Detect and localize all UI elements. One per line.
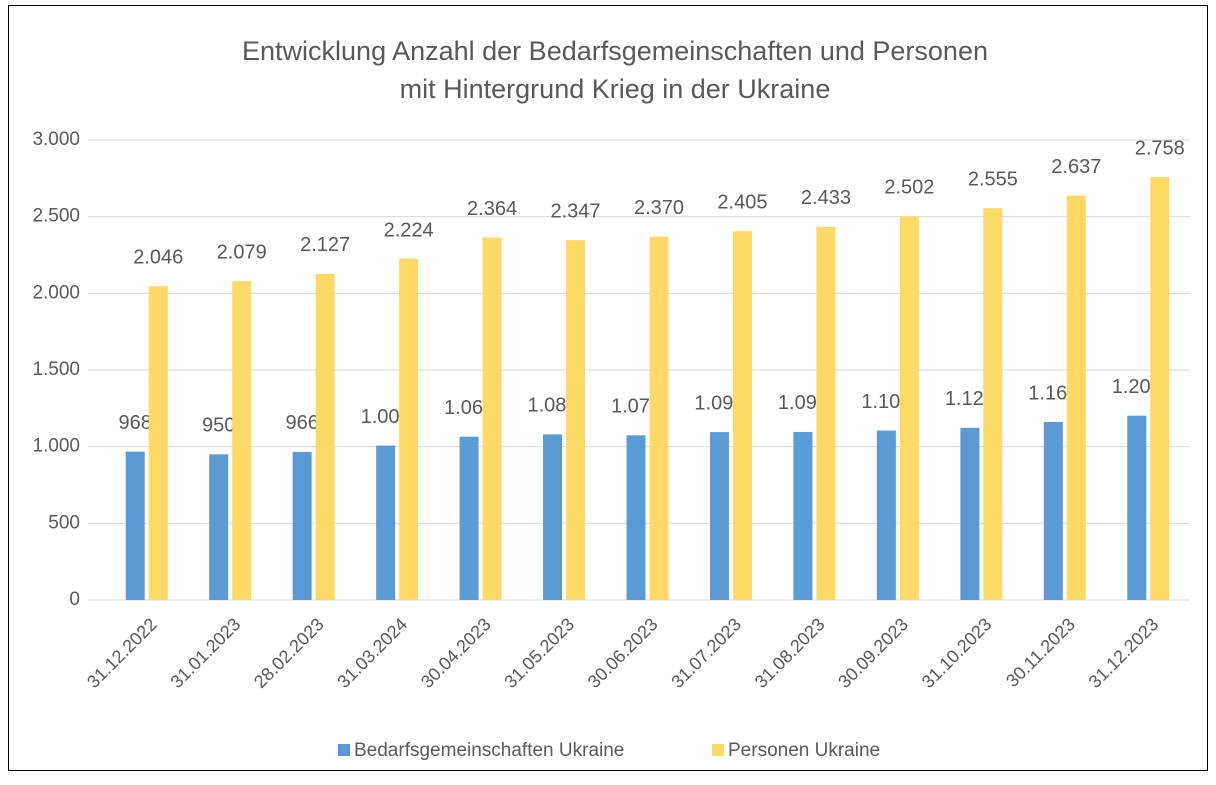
value-label: 1.007 — [361, 406, 411, 428]
x-tick-label: 31.08.2023 — [751, 614, 829, 692]
bar — [876, 430, 896, 600]
chart-border — [8, 5, 1208, 771]
value-label: 2.347 — [551, 200, 601, 222]
value-label: 1.105 — [861, 391, 911, 413]
bar — [709, 432, 729, 600]
value-label: 2.637 — [1051, 156, 1101, 178]
bar — [148, 286, 168, 600]
x-tick-label: 31.07.2023 — [667, 614, 745, 692]
bar — [732, 231, 752, 600]
value-label: 2.127 — [300, 234, 350, 256]
y-tick-label: 2.000 — [32, 282, 80, 303]
bar — [899, 216, 919, 601]
value-label: 2.433 — [801, 187, 851, 209]
value-label: 968 — [119, 412, 152, 434]
chart-title: mit Hintergrund Krieg in der Ukraine — [400, 74, 831, 104]
bar — [459, 436, 479, 600]
y-tick-label: 3.000 — [32, 129, 80, 150]
bar — [793, 431, 813, 600]
value-label: 1.161 — [1028, 382, 1078, 404]
bar — [960, 427, 980, 600]
value-label: 2.502 — [884, 177, 934, 199]
legend-label: Bedarfsgemeinschaften Ukraine — [354, 740, 624, 761]
bar — [125, 451, 145, 600]
bar — [543, 434, 563, 600]
x-tick-label: 30.11.2023 — [1002, 614, 1079, 691]
bar — [399, 258, 419, 600]
value-label: 2.555 — [968, 169, 1018, 191]
value-label: 2.370 — [634, 197, 684, 219]
legend-swatch — [712, 744, 724, 756]
value-label: 1.080 — [528, 395, 578, 417]
bar — [292, 451, 312, 600]
bar — [626, 435, 646, 600]
bar — [209, 454, 229, 600]
x-tick-label: 31.01.2023 — [167, 614, 245, 692]
value-label: 2.364 — [467, 198, 517, 220]
bar — [649, 236, 669, 600]
chart-title: Entwicklung Anzahl der Bedarfsgemeinscha… — [242, 36, 988, 66]
bar — [816, 226, 836, 600]
x-tick-label: 30.09.2023 — [834, 614, 912, 692]
bar — [315, 273, 335, 600]
value-label: 1.202 — [1112, 376, 1162, 398]
bar — [376, 445, 396, 600]
value-label: 2.758 — [1135, 137, 1185, 159]
y-tick-label: 1.000 — [32, 436, 80, 457]
value-label: 1.123 — [945, 388, 995, 410]
value-label: 966 — [285, 412, 318, 434]
x-tick-label: 31.03.2024 — [333, 614, 411, 692]
x-tick-label: 31.05.2023 — [500, 614, 578, 692]
x-tick-label: 31.12.2022 — [83, 614, 161, 692]
value-label: 2.079 — [217, 242, 267, 264]
x-tick-label: 30.04.2023 — [417, 614, 495, 692]
bar — [482, 237, 502, 600]
x-tick-label: 30.06.2023 — [584, 614, 662, 692]
x-tick-label: 31.12.2023 — [1085, 614, 1163, 692]
legend-label: Personen Ukraine — [728, 740, 880, 761]
value-label: 950 — [202, 415, 235, 437]
value-label: 1.074 — [611, 396, 661, 418]
value-label: 1.065 — [444, 397, 494, 419]
x-tick-label: 31.10.2023 — [918, 614, 996, 692]
bar — [1043, 421, 1063, 600]
y-tick-label: 2.500 — [32, 206, 80, 227]
value-label: 2.405 — [717, 192, 767, 214]
bar — [983, 208, 1003, 600]
y-tick-label: 500 — [48, 512, 80, 533]
y-tick-label: 0 — [69, 589, 80, 610]
bar — [1150, 177, 1170, 600]
bar — [232, 281, 252, 600]
bar — [1127, 415, 1147, 600]
bar — [566, 240, 586, 601]
bar — [1066, 195, 1086, 600]
value-label: 1.096 — [778, 392, 828, 414]
value-label: 2.046 — [133, 247, 183, 269]
legend-swatch — [338, 744, 350, 756]
value-label: 1.095 — [694, 392, 744, 414]
value-label: 2.224 — [384, 219, 434, 241]
x-tick-label: 28.02.2023 — [250, 614, 328, 692]
y-tick-label: 1.500 — [32, 359, 80, 380]
